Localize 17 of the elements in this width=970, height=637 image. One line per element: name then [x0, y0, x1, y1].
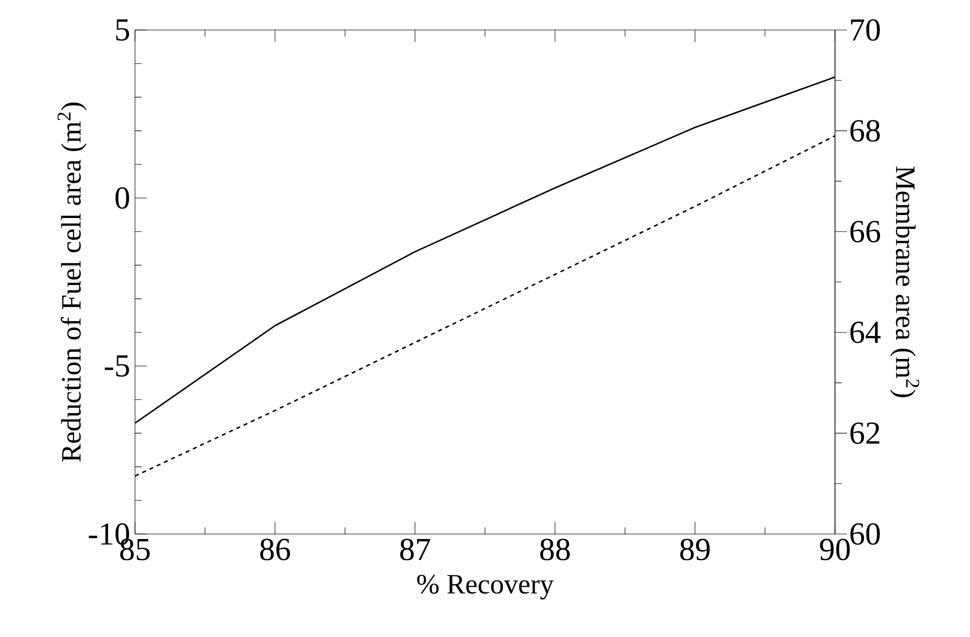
y-tick-label: 5 — [116, 19, 130, 41]
x-tick-label: 88 — [540, 538, 570, 560]
y2-tick-label: 64 — [850, 322, 881, 344]
x-tick-label: 90 — [820, 538, 850, 560]
y2-tick-label: 60 — [850, 523, 880, 545]
x-axis-title: % Recovery — [417, 574, 554, 600]
y2-tick-label: 70 — [851, 19, 880, 41]
y2-tick-label: 68 — [850, 120, 880, 142]
y-tick-label: 0 — [116, 187, 130, 209]
y-tick-label: -5 — [104, 355, 130, 377]
x-tick-label: 87 — [400, 538, 430, 560]
x-tick-label: 89 — [680, 538, 710, 560]
x-tick-label: 86 — [260, 538, 290, 560]
y2-tick-label: 66 — [850, 220, 880, 242]
y-axis-title: Reduction of Fuel cell area (m$^{2}$) — [58, 102, 86, 462]
y2-tick-label: 62 — [850, 422, 880, 444]
y2-axis-title: Membrane area (m$^{2}$) — [890, 166, 920, 398]
